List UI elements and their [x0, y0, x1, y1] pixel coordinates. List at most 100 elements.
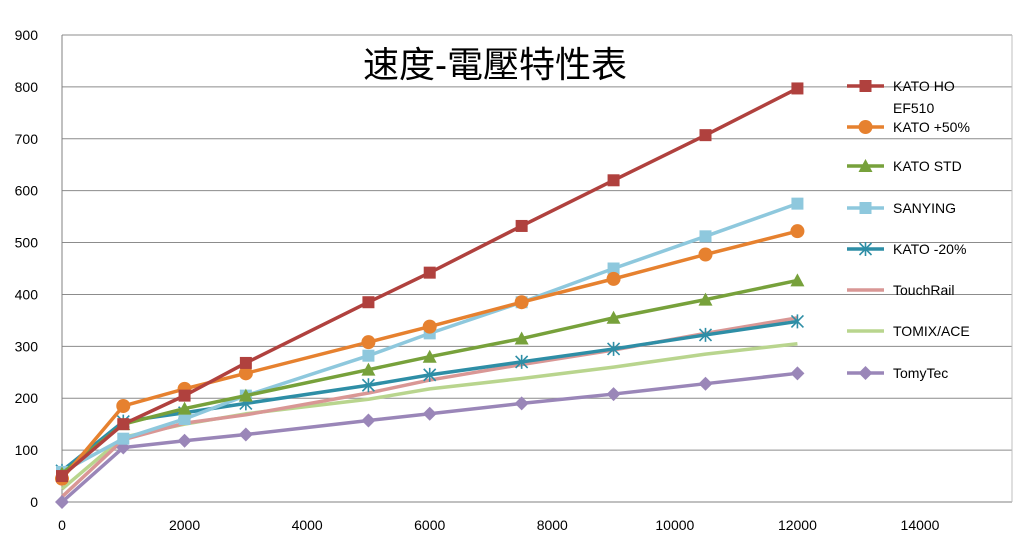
data-point	[606, 387, 621, 402]
series-line	[60, 278, 798, 475]
legend-label: SANYING	[893, 200, 956, 216]
y-tick-label: 200	[15, 390, 39, 406]
y-tick-labels: 0 100 200 300 400 500 600 700 800 900	[15, 27, 39, 510]
data-point	[55, 495, 69, 509]
legend-item: KATO +50%	[847, 119, 970, 135]
x-tick-label: 6000	[414, 517, 445, 533]
data-point	[117, 432, 130, 445]
data-point	[423, 367, 437, 382]
legend-label: KATO HO	[893, 78, 955, 94]
data-point	[699, 129, 712, 142]
data-point	[178, 389, 191, 402]
data-point	[117, 418, 130, 431]
data-point	[791, 197, 804, 210]
legend-item: SANYING	[847, 200, 956, 216]
data-point	[177, 401, 192, 415]
data-point	[362, 296, 375, 309]
data-point	[361, 362, 376, 376]
data-point	[514, 396, 529, 411]
series-line	[60, 229, 798, 480]
y-tick-label: 800	[15, 79, 39, 95]
legend-item: TOMIX/ACE	[847, 323, 970, 339]
legend-marker	[858, 242, 873, 256]
x-tick-label: 8000	[537, 517, 568, 533]
series-lines	[55, 82, 805, 509]
data-point	[514, 295, 529, 310]
axes	[61, 35, 1013, 503]
x-tick-label: 0	[58, 517, 66, 533]
x-tick-label: 12000	[778, 517, 817, 533]
y-tick-label: 300	[15, 338, 39, 354]
data-point	[177, 433, 192, 448]
x-tick-label: 2000	[169, 517, 200, 533]
data-point	[607, 341, 621, 356]
data-point	[361, 335, 376, 350]
x-tick-label: 4000	[292, 517, 323, 533]
y-tick-label: 600	[15, 183, 39, 199]
series-kato-ho-ef510	[56, 82, 804, 483]
legend-item: TomyTec	[847, 365, 948, 381]
data-point	[361, 378, 375, 393]
data-point	[606, 271, 621, 286]
grid-lines	[62, 34, 1012, 451]
data-point	[698, 376, 713, 391]
data-point	[56, 470, 68, 483]
legend-item: TouchRail	[847, 282, 954, 298]
x-tick-label: 10000	[655, 517, 694, 533]
data-point	[514, 331, 529, 345]
data-point	[790, 314, 804, 329]
data-point	[791, 82, 804, 95]
legend-marker	[858, 120, 873, 134]
legend-label: TOMIX/ACE	[893, 323, 970, 339]
data-point	[515, 219, 528, 232]
legend-marker	[858, 159, 873, 172]
data-point	[606, 310, 621, 324]
data-point	[698, 292, 713, 306]
legend-marker	[859, 80, 872, 92]
data-point	[116, 399, 131, 414]
legend-label: KATO +50%	[893, 119, 970, 135]
data-point	[422, 349, 437, 363]
legend-marker	[859, 202, 872, 214]
y-tick-label: 100	[15, 442, 39, 458]
legend-label: KATO -20%	[893, 241, 966, 257]
legend-marker	[858, 366, 873, 380]
data-point	[698, 327, 713, 342]
data-point	[362, 349, 375, 362]
x-tick-labels: 0 2000 4000 6000 8000 10000 12000 14000	[58, 517, 940, 533]
legend-label: TomyTec	[893, 365, 948, 381]
y-tick-label: 900	[15, 27, 39, 43]
legend-item: KATO -20%	[847, 241, 966, 257]
data-point	[422, 319, 437, 334]
legend: KATO HO EF510 KATO +50% KATO STD SANYING KATO…	[847, 78, 970, 381]
data-point	[238, 388, 253, 402]
y-tick-label: 500	[15, 235, 39, 251]
data-point	[790, 273, 805, 287]
series-line	[61, 201, 799, 474]
data-point	[422, 406, 437, 421]
data-point	[698, 247, 713, 262]
data-point	[790, 224, 805, 239]
data-point	[790, 366, 805, 381]
data-point	[699, 230, 712, 243]
y-tick-label: 700	[15, 131, 39, 147]
x-tick-label: 14000	[901, 517, 940, 533]
y-tick-label: 400	[15, 286, 39, 302]
chart-title: 速度-電壓特性表	[363, 44, 627, 85]
series-line	[60, 371, 798, 504]
data-point	[239, 356, 252, 369]
data-point	[361, 413, 376, 428]
series-tomytec	[55, 366, 805, 509]
data-point	[515, 354, 529, 369]
legend-label: KATO STD	[893, 158, 962, 174]
legend-item: KATO HO EF510	[847, 78, 955, 116]
data-point	[423, 266, 436, 279]
legend-item: KATO STD	[847, 158, 962, 174]
legend-label: TouchRail	[893, 282, 954, 298]
data-point	[178, 412, 191, 425]
data-point	[607, 174, 620, 187]
series-kato-50-	[55, 224, 805, 486]
data-point	[238, 427, 253, 442]
